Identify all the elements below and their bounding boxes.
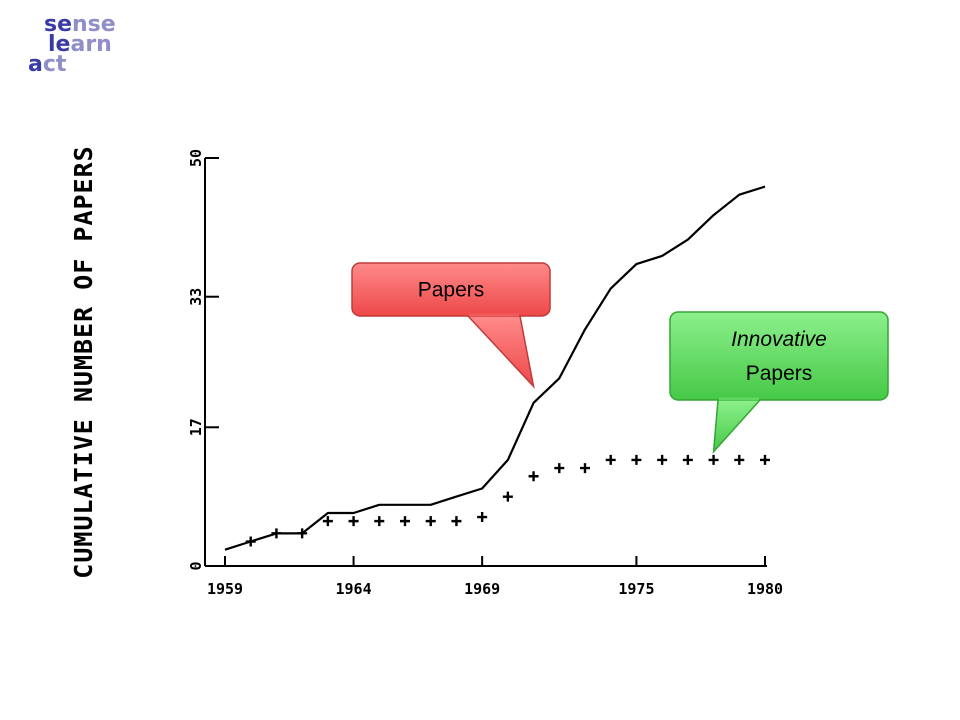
y-axis-title: CUMULATIVE NUMBER OF PAPERS: [69, 145, 98, 578]
y-tick-label-50: 50: [187, 149, 205, 167]
callout-innovative-papers: Innovative Papers: [669, 311, 889, 454]
series-markers-innovative: [245, 454, 770, 547]
plus-marker-1968: [451, 516, 462, 527]
callout-papers-tail: [466, 315, 535, 389]
x-tick-label-1964: 1964: [336, 580, 372, 598]
plus-marker-1960: [245, 536, 256, 547]
x-tick-label-1959: 1959: [207, 580, 243, 598]
plus-marker-1964: [348, 516, 359, 527]
series-line-papers: [224, 185, 766, 551]
callout-papers-text-0: Papers: [418, 279, 485, 302]
plus-marker-1977: [682, 454, 693, 465]
y-tick-label-33: 33: [187, 288, 205, 306]
logo-sense-learn-act: sense learn act: [28, 14, 138, 84]
logo-line-act: act: [28, 52, 67, 77]
y-tick-label-0: 0: [187, 561, 205, 570]
plus-marker-1961: [271, 528, 282, 539]
logo-line-learn: learn: [48, 32, 112, 57]
plus-marker-1976: [657, 454, 668, 465]
plus-marker-1972: [554, 463, 565, 474]
plus-marker-1967: [425, 516, 436, 527]
callout-innovative-papers-tail: [712, 399, 762, 454]
callout-papers: Papers: [351, 262, 551, 389]
plus-marker-1966: [400, 516, 410, 527]
callout-innovative-papers-text-0: Innovative: [731, 328, 827, 351]
x-tick-label-1975: 1975: [618, 580, 654, 598]
plus-marker-1971: [528, 471, 539, 482]
axes: 0 17 33 50 1959 1964 1969 1975 1980 CUMULATIVE NU…: [69, 145, 783, 598]
logo-line-sense: sense: [44, 12, 116, 37]
plus-marker-1973: [580, 463, 590, 474]
callout-innovative-papers-text-1: Papers: [746, 362, 813, 385]
plus-marker-1962: [297, 528, 308, 539]
x-tick-label-1980: 1980: [747, 580, 783, 598]
plus-marker-1969: [477, 512, 488, 523]
series-layer: [224, 185, 770, 551]
plus-marker-1974: [605, 454, 616, 465]
x-tick-label-1969: 1969: [464, 580, 500, 598]
callouts-layer: Papers Innovative Papers: [351, 262, 889, 454]
plus-marker-1965: [374, 516, 385, 527]
plus-marker-1975: [631, 454, 642, 465]
plus-marker-1963: [322, 516, 333, 527]
callout-papers-box: [351, 262, 551, 317]
plus-marker-1980: [760, 454, 770, 465]
plus-marker-1978: [708, 454, 719, 465]
callout-innovative-papers-box: [669, 311, 889, 401]
plus-marker-1970: [502, 491, 513, 502]
y-tick-label-17: 17: [187, 418, 205, 436]
plus-marker-1979: [734, 454, 745, 465]
